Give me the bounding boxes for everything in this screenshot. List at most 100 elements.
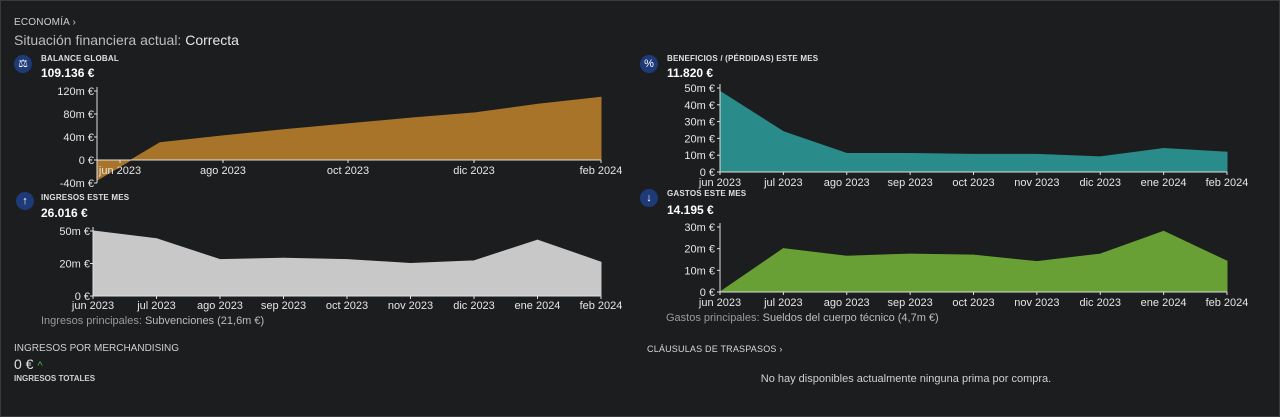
- gastos-y-tick-label: 20m €: [684, 244, 715, 256]
- beneficios-y-tick-label: 0 €: [700, 167, 715, 179]
- gastos-note-label: Gastos principales:: [666, 312, 760, 324]
- clausulas-label: CLÁUSULAS DE TRASPASOS: [647, 344, 777, 354]
- gastos-x-tick-label: ene 2024: [1141, 297, 1187, 309]
- ingresos-x-tick-label: ago 2023: [197, 300, 243, 312]
- gastos-x-tick-label: dic 2023: [1079, 297, 1121, 309]
- ingresos-point: [410, 263, 411, 264]
- gastos-note-value: Sueldos del cuerpo técnico (4,7m €): [762, 312, 939, 324]
- gastos-point: [846, 255, 848, 257]
- balance-point: [159, 142, 161, 144]
- ingresos-point: [537, 239, 538, 241]
- gastos-y-tick-label: 30m €: [684, 222, 715, 234]
- gastos-note: Gastos principales: Sueldos del cuerpo t…: [666, 312, 939, 324]
- balance-title: BALANCE GLOBAL: [41, 54, 119, 63]
- beneficios-area: [719, 90, 1228, 173]
- beneficios-title: BENEFICIOS / (PÉRDIDAS) ESTE MES: [667, 54, 819, 63]
- balance-y-tick-label: 40m €: [63, 132, 94, 144]
- ingresos-point: [219, 259, 221, 261]
- beneficios-x-tick-label: jul 2023: [763, 177, 803, 189]
- beneficios-point: [909, 153, 911, 155]
- gastos-point: [1226, 260, 1228, 262]
- gastos-point: [1099, 253, 1101, 255]
- balance-scale-icon: ⚖: [14, 55, 32, 73]
- beneficios-x-tick-label: ago 2023: [824, 177, 870, 189]
- gastos-y-tick-label: 10m €: [684, 265, 715, 277]
- balance-y-tick-label: -40m €: [60, 178, 94, 190]
- beneficios-x-tick-label: nov 2023: [1014, 177, 1059, 189]
- beneficios-x-tick-label: oct 2023: [952, 177, 994, 189]
- beneficios-y-tick-label: 20m €: [684, 133, 715, 145]
- economia-section-link[interactable]: ECONOMÍA ›: [14, 17, 76, 28]
- beneficios-x-tick-label: feb 2024: [1206, 177, 1249, 189]
- status-label: Situación financiera actual:: [14, 32, 182, 48]
- beneficios-x-tick-label: sep 2023: [887, 177, 932, 189]
- gastos-x-tick-label: ago 2023: [824, 297, 870, 309]
- balance-y-tick-label: 0 €: [79, 155, 94, 167]
- beneficios-y-tick-label: 10m €: [684, 150, 715, 162]
- ingresos-x-tick-label: nov 2023: [388, 300, 433, 312]
- ingresos-x-tick-label: ene 2024: [515, 300, 561, 312]
- beneficios-point: [782, 131, 784, 133]
- arrow-up-icon: ↑: [16, 192, 34, 210]
- beneficios-point: [1226, 151, 1228, 153]
- ingresos-value: 26.016 €: [41, 206, 88, 220]
- balance-point: [285, 129, 287, 131]
- balance-x-tick-label: ago 2023: [200, 165, 246, 177]
- merchandising-value-row: 0 € ^: [14, 356, 43, 372]
- beneficios-y-tick-label: 50m €: [684, 83, 715, 95]
- balance-area: [96, 96, 602, 182]
- balance-y-tick-label: 120m €: [57, 86, 94, 98]
- gastos-area: [718, 230, 1228, 293]
- merchandising-value: 0 €: [14, 356, 34, 372]
- percent-icon: %: [640, 55, 658, 73]
- ingresos-point: [346, 259, 348, 261]
- ingresos-title: INGRESOS ESTE MES: [41, 193, 130, 202]
- balance-y-tick-label: 80m €: [63, 109, 94, 121]
- balance-point: [348, 123, 350, 125]
- balance-value: 109.136 €: [41, 66, 95, 80]
- ingresos-x-tick-label: sep 2023: [261, 300, 306, 312]
- balance-point: [537, 103, 539, 105]
- clausulas-link[interactable]: CLÁUSULAS DE TRASPASOS ›: [647, 344, 783, 354]
- gastos-x-tick-label: sep 2023: [887, 297, 932, 309]
- chevron-right-icon: ›: [779, 344, 783, 354]
- merchandising-label: INGRESOS POR MERCHANDISING: [14, 343, 180, 354]
- beneficios-point: [1099, 156, 1101, 158]
- ingresos-point: [156, 238, 157, 240]
- no-prima-message: No hay disponibles actualmente ninguna p…: [760, 373, 1052, 385]
- chevron-right-icon: ›: [72, 17, 77, 28]
- beneficios-point: [846, 153, 848, 155]
- trend-up-icon: ^: [37, 360, 43, 372]
- balance-point: [222, 135, 224, 137]
- balance-x-tick-label: dic 2023: [453, 165, 495, 177]
- gastos-x-tick-label: feb 2024: [1206, 297, 1249, 309]
- ingresos-point: [473, 260, 475, 262]
- gastos-y-tick-label: 0 €: [700, 287, 715, 299]
- gastos-value: 14.195 €: [667, 203, 714, 217]
- beneficios-y-tick-label: 40m €: [684, 100, 715, 112]
- gastos-point: [909, 253, 911, 255]
- balance-point: [411, 117, 413, 119]
- ingresos-area: [92, 230, 602, 297]
- ingresos-note: Ingresos principales: Subvenciones (21,6…: [41, 315, 264, 327]
- gastos-point: [782, 248, 784, 250]
- gastos-x-tick-label: oct 2023: [952, 297, 994, 309]
- gastos-point: [1036, 261, 1038, 263]
- ingresos-y-tick-label: 50m €: [59, 226, 90, 238]
- ingresos-note-label: Ingresos principales:: [41, 315, 142, 327]
- beneficios-x-tick-label: dic 2023: [1079, 177, 1121, 189]
- gastos-point: [973, 254, 974, 256]
- beneficios-point: [1163, 147, 1165, 149]
- gastos-title: GASTOS ESTE MES: [667, 189, 747, 198]
- gastos-x-tick-label: jul 2023: [763, 297, 803, 309]
- financial-status: Situación financiera actual: Correcta: [14, 32, 239, 48]
- beneficios-point: [1036, 153, 1038, 155]
- balance-x-tick-label: feb 2024: [580, 165, 623, 177]
- status-value: Correcta: [185, 32, 239, 48]
- ingresos-x-tick-label: jun 2023: [71, 300, 114, 312]
- ingresos-point: [600, 261, 602, 263]
- balance-x-tick-label: oct 2023: [327, 165, 369, 177]
- section-link-label: ECONOMÍA: [14, 17, 70, 28]
- beneficios-point: [973, 153, 974, 155]
